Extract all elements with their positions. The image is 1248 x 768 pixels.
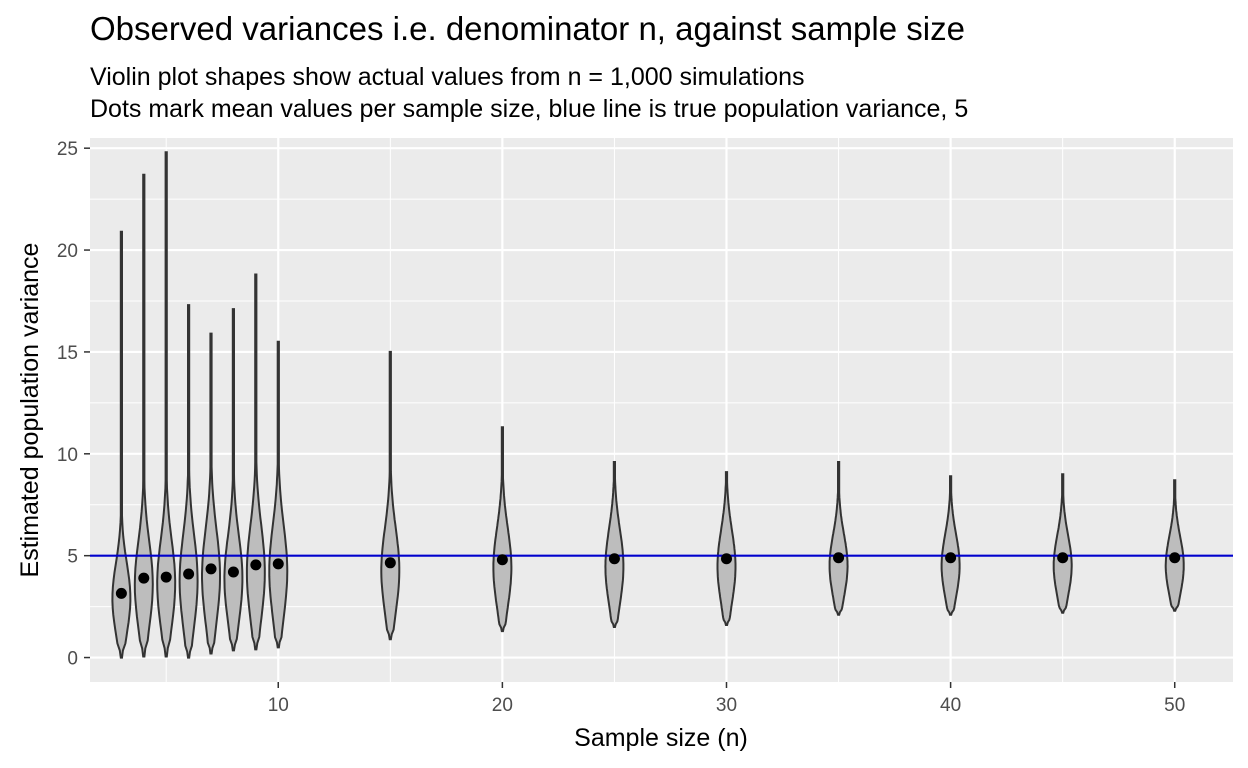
mean-dot xyxy=(160,571,172,583)
violin-shape xyxy=(156,151,177,658)
violin-shape xyxy=(1164,479,1185,612)
mean-dot xyxy=(227,566,239,578)
x-axis-title: Sample size (n) xyxy=(574,724,748,752)
violin-shape xyxy=(201,332,221,655)
violin-shape xyxy=(380,350,401,641)
violin-shape xyxy=(828,461,849,616)
x-tick-label: 20 xyxy=(492,695,513,716)
y-axis: 0 5 10 15 20 25 xyxy=(57,139,90,670)
y-tick-label: 5 xyxy=(67,547,78,568)
mean-dot xyxy=(496,554,508,566)
mean-dot xyxy=(833,552,845,564)
y-tick-label: 25 xyxy=(57,139,78,160)
violin-shape xyxy=(492,426,513,633)
mean-dot xyxy=(272,558,284,570)
mean-dot xyxy=(945,552,957,564)
y-tick-label: 20 xyxy=(57,241,78,262)
y-axis-title: Estimated population variance xyxy=(16,243,44,578)
mean-dot xyxy=(384,557,396,569)
violin-shape xyxy=(940,475,961,616)
x-tick-label: 30 xyxy=(716,695,737,716)
mean-dot xyxy=(205,563,217,575)
violins xyxy=(111,151,1185,659)
x-axis: 10 20 30 40 50 xyxy=(268,682,1185,716)
violin-shape xyxy=(268,340,289,649)
violin-shape xyxy=(223,308,244,652)
y-tick-label: 15 xyxy=(57,343,78,364)
violin-shape xyxy=(111,230,132,659)
y-tick-label: 0 xyxy=(67,649,78,670)
mean-dots xyxy=(115,552,1181,599)
x-tick-label: 50 xyxy=(1164,695,1185,716)
mean-dot xyxy=(1169,552,1181,564)
x-tick-label: 10 xyxy=(268,695,289,716)
violin-shape xyxy=(178,304,199,659)
mean-dot xyxy=(608,553,620,565)
chart-subtitle: Violin plot shapes show actual values fr… xyxy=(90,61,968,125)
violin-shape xyxy=(716,471,737,626)
mean-dot xyxy=(138,572,150,584)
chart-title: Observed variances i.e. denominator n, a… xyxy=(90,10,965,47)
mean-dot xyxy=(250,559,262,571)
y-tick-label: 10 xyxy=(57,445,78,466)
violin-shape xyxy=(1052,473,1073,614)
mean-dot xyxy=(1057,552,1069,564)
mean-dot xyxy=(183,568,195,580)
mean-dot xyxy=(115,587,127,599)
mean-dot xyxy=(720,553,732,565)
subtitle-line-2: Dots mark mean values per sample size, b… xyxy=(90,95,969,123)
violin-shape xyxy=(133,173,154,658)
x-tick-label: 40 xyxy=(940,695,961,716)
violin-shape xyxy=(604,461,625,628)
subtitle-line-1: Violin plot shapes show actual values fr… xyxy=(90,63,805,91)
